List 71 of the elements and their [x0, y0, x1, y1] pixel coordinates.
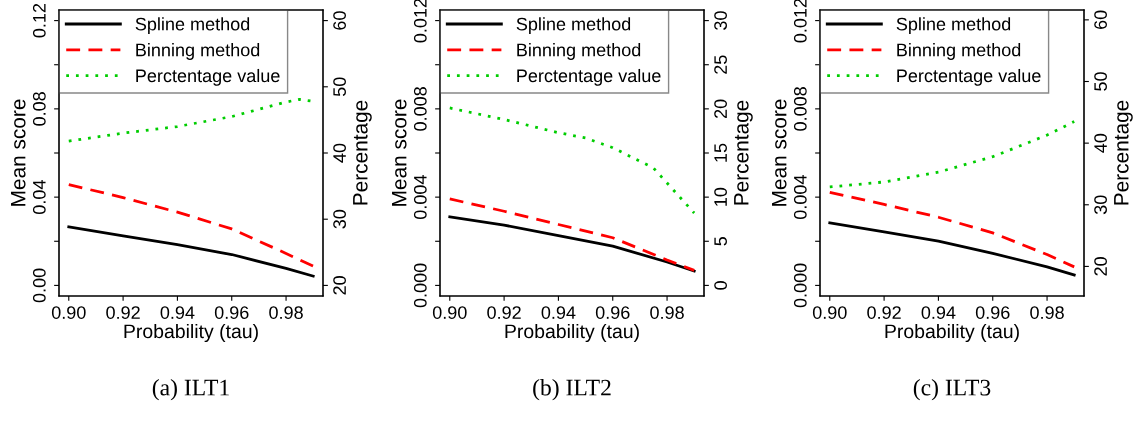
x-tick-label: 0.94	[541, 306, 576, 319]
y-tick-label: 0.04	[32, 180, 46, 214]
y-tick-label: 0.008	[413, 87, 427, 131]
text: (c) ILT3	[913, 378, 991, 401]
x-tick-label: 0.90	[812, 306, 847, 319]
y2-tick-label: 5	[714, 237, 727, 246]
y-tick-label: 0.004	[413, 175, 427, 220]
x-tick-label: 0.98	[650, 306, 684, 319]
y2-tick-label: 50	[1094, 72, 1107, 91]
y2-tick-label: 40	[333, 143, 346, 163]
x-tick-label: 0.92	[106, 306, 140, 319]
x-tick-label: 0.90	[51, 306, 86, 319]
y-tick-label: 0.12	[32, 3, 46, 38]
y-tick-label: 0.000	[413, 263, 427, 308]
legend-label: Binning method	[136, 43, 260, 60]
y-axis-title: Mean score	[11, 99, 26, 206]
x-tick-label: 0.96	[595, 306, 630, 319]
line-series	[448, 106, 696, 215]
y2-tick-label: 10	[714, 187, 727, 206]
y-axis-title: Mean score	[392, 99, 407, 206]
y2-tick-label: 50	[333, 77, 346, 97]
x-tick-label: 0.96	[975, 306, 1010, 319]
y2-axis-title: Percentage	[1114, 100, 1133, 205]
y-tick-label: 0.008	[793, 87, 807, 131]
x-tick-label: 0.90	[432, 306, 467, 319]
line-series	[448, 215, 696, 273]
legend-label: Binning method	[897, 43, 1021, 60]
y2-tick-label: 30	[333, 209, 346, 229]
y-tick-label: 0.000	[793, 263, 807, 308]
x-axis-title: Probability (tau)	[124, 323, 258, 343]
y2-tick-label: 30	[1094, 195, 1107, 215]
y-tick-label: 0.00	[32, 268, 46, 303]
y2-tick-label: 30	[714, 11, 727, 30]
legend-label: Perctentage value	[897, 68, 1041, 86]
text: (a) ILT1	[152, 378, 229, 401]
x-axis-title: Probability (tau)	[505, 323, 639, 343]
line-series	[828, 221, 1076, 277]
line-series	[828, 190, 1076, 269]
y2-tick-label: 20	[1094, 257, 1107, 276]
x-tick-label: 0.94	[921, 306, 956, 319]
legend-label: Spline method	[135, 17, 250, 35]
legend-label: Spline method	[516, 17, 631, 35]
line-series	[828, 120, 1076, 189]
x-tick-label: 0.92	[487, 306, 521, 319]
legend-label: Spline method	[896, 17, 1011, 35]
y2-tick-label: 20	[714, 99, 727, 118]
legend-label: Perctentage value	[136, 68, 280, 86]
x-tick-label: 0.92	[867, 306, 901, 319]
y2-tick-label: 60	[333, 11, 346, 30]
y2-tick-label: 60	[1094, 10, 1107, 29]
y2-tick-label: 15	[714, 143, 727, 162]
x-tick-label: 0.94	[160, 306, 195, 319]
y2-axis-title: Percentage	[353, 100, 372, 205]
x-tick-label: 0.98	[269, 306, 303, 319]
text: (b) ILT2	[533, 378, 611, 401]
x-tick-label: 0.98	[1030, 306, 1064, 319]
y2-tick-label: 25	[714, 55, 727, 74]
x-tick-label: 0.96	[214, 306, 249, 319]
y-tick-label: 0.004	[793, 175, 807, 220]
y-tick-label: 0.08	[32, 92, 46, 126]
line-series	[448, 197, 696, 272]
x-axis-title: Probability (tau)	[885, 323, 1019, 343]
y2-tick-label: 0	[714, 281, 727, 290]
y2-tick-label: 20	[333, 276, 346, 295]
y2-axis-title: Percentage	[734, 100, 753, 205]
y-axis-title: Mean score	[772, 99, 787, 206]
line-series	[67, 225, 315, 278]
legend-label: Binning method	[517, 43, 641, 60]
y2-tick-label: 40	[1094, 133, 1107, 153]
legend-label: Perctentage value	[517, 68, 661, 86]
line-series	[67, 183, 315, 268]
